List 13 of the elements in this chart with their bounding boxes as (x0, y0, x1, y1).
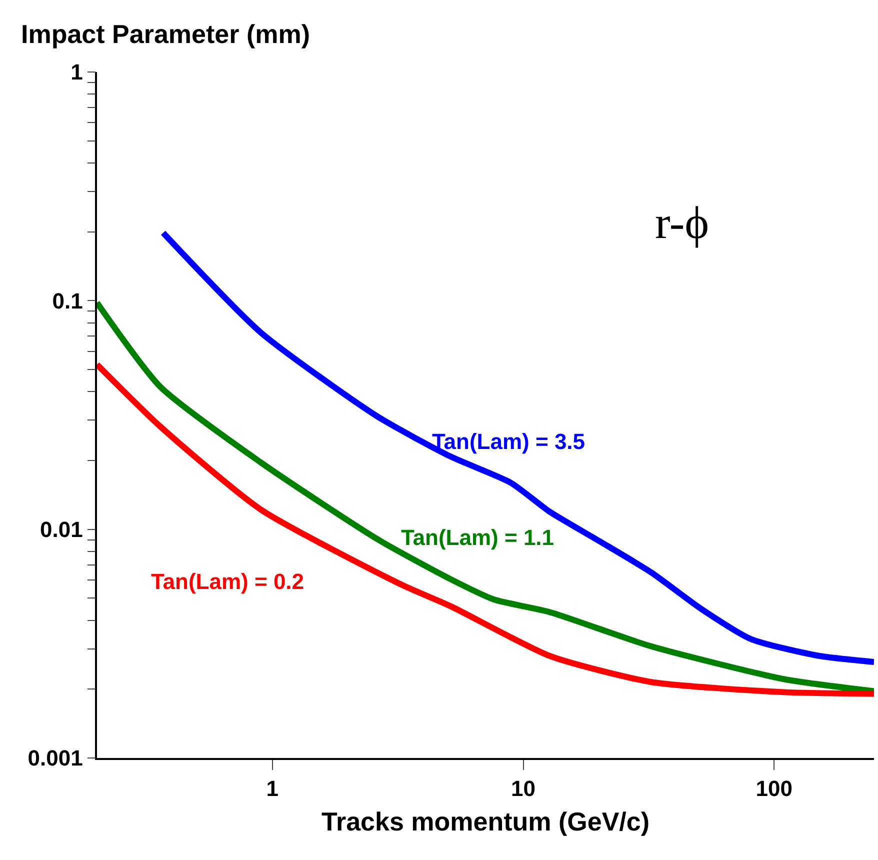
x-axis-title: Tracks momentum (GeV/c) (322, 806, 650, 836)
y-axis-title: Impact Parameter (mm) (21, 19, 310, 49)
y-tick-label: 0.01 (40, 517, 83, 542)
y-tick-label: 1 (70, 60, 83, 85)
y-tick-label: 0.1 (52, 288, 83, 314)
annotation: r-ϕ (655, 197, 709, 248)
series-label: Tan(Lam) = 1.1 (401, 525, 554, 550)
x-tick-label: 10 (511, 776, 536, 802)
y-tick-label: 0.001 (28, 746, 83, 771)
x-tick-label: 1 (266, 776, 278, 802)
series-label: Tan(Lam) = 0.2 (151, 569, 304, 594)
series-label: Tan(Lam) = 3.5 (432, 429, 586, 454)
x-tick-label: 100 (756, 776, 793, 802)
